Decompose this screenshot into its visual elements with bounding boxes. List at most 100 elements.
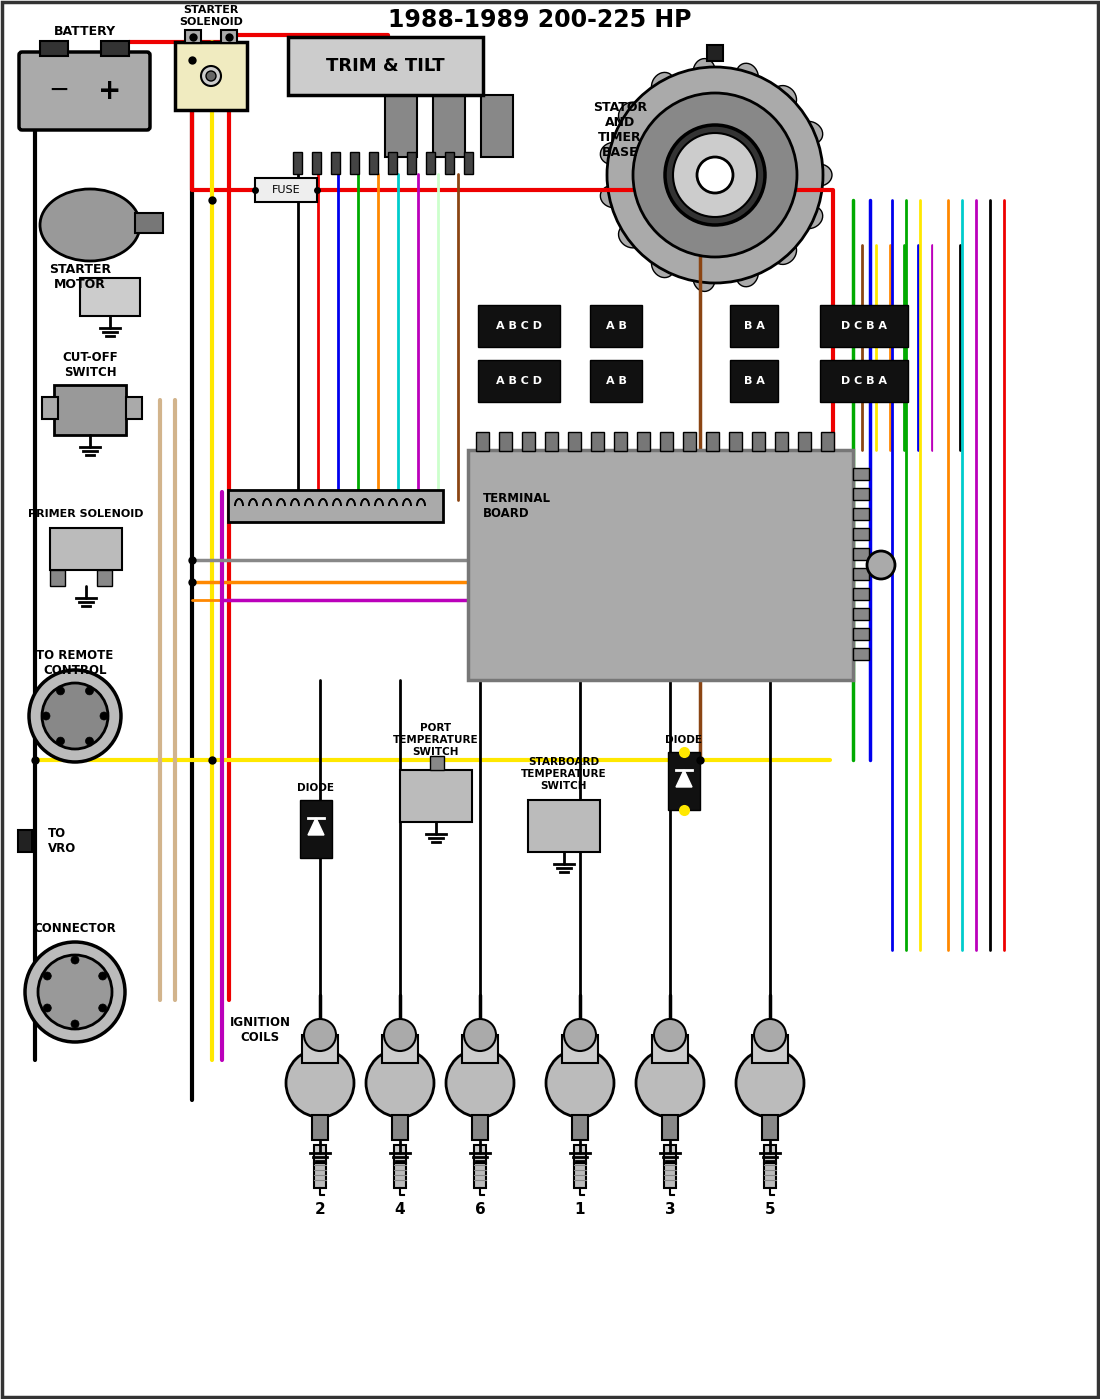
FancyBboxPatch shape — [574, 1163, 586, 1188]
FancyBboxPatch shape — [544, 432, 558, 450]
Ellipse shape — [601, 143, 626, 165]
FancyBboxPatch shape — [499, 432, 512, 450]
FancyBboxPatch shape — [562, 1035, 598, 1063]
Polygon shape — [308, 818, 324, 835]
Ellipse shape — [618, 224, 644, 248]
FancyBboxPatch shape — [568, 432, 581, 450]
Text: TO
VRO: TO VRO — [48, 827, 76, 855]
FancyBboxPatch shape — [664, 1144, 676, 1163]
FancyBboxPatch shape — [730, 305, 778, 347]
Circle shape — [636, 1049, 704, 1116]
FancyBboxPatch shape — [175, 42, 248, 111]
Ellipse shape — [651, 253, 674, 277]
Circle shape — [564, 1018, 596, 1051]
FancyBboxPatch shape — [729, 432, 743, 450]
FancyBboxPatch shape — [446, 152, 454, 173]
Ellipse shape — [693, 266, 715, 291]
Text: A B: A B — [606, 376, 626, 386]
Circle shape — [384, 1018, 416, 1051]
FancyBboxPatch shape — [852, 548, 869, 560]
FancyBboxPatch shape — [331, 152, 340, 173]
FancyBboxPatch shape — [652, 1035, 688, 1063]
FancyBboxPatch shape — [385, 95, 417, 157]
Text: A B C D: A B C D — [496, 320, 542, 332]
FancyBboxPatch shape — [852, 609, 869, 620]
FancyBboxPatch shape — [300, 800, 332, 858]
Text: PRIMER SOLENOID: PRIMER SOLENOID — [29, 509, 144, 519]
FancyBboxPatch shape — [430, 755, 444, 769]
Circle shape — [86, 737, 94, 746]
FancyBboxPatch shape — [312, 1115, 328, 1140]
FancyBboxPatch shape — [522, 432, 535, 450]
Text: STATOR
AND
TIMER
BASE: STATOR AND TIMER BASE — [593, 101, 647, 159]
Text: PORT
TEMPERATURE
SWITCH: PORT TEMPERATURE SWITCH — [393, 723, 478, 757]
FancyBboxPatch shape — [852, 488, 869, 499]
FancyBboxPatch shape — [54, 385, 126, 435]
Text: A B C D: A B C D — [496, 376, 542, 386]
Text: 3: 3 — [664, 1203, 675, 1217]
FancyBboxPatch shape — [762, 1115, 778, 1140]
FancyBboxPatch shape — [590, 305, 642, 347]
Circle shape — [99, 972, 107, 981]
Ellipse shape — [693, 59, 715, 84]
Text: FUSE: FUSE — [272, 185, 300, 194]
Ellipse shape — [798, 122, 823, 144]
Text: 4: 4 — [395, 1203, 405, 1217]
FancyBboxPatch shape — [730, 360, 778, 402]
FancyBboxPatch shape — [683, 432, 696, 450]
Ellipse shape — [806, 164, 832, 186]
FancyBboxPatch shape — [764, 1144, 776, 1163]
Circle shape — [754, 1018, 786, 1051]
FancyBboxPatch shape — [821, 432, 834, 450]
FancyBboxPatch shape — [706, 432, 719, 450]
FancyBboxPatch shape — [135, 213, 163, 234]
FancyBboxPatch shape — [852, 568, 869, 581]
Text: B A: B A — [744, 376, 764, 386]
FancyBboxPatch shape — [255, 178, 317, 201]
Circle shape — [56, 687, 65, 695]
Polygon shape — [676, 769, 692, 788]
FancyBboxPatch shape — [478, 360, 560, 402]
Ellipse shape — [736, 63, 758, 90]
FancyBboxPatch shape — [852, 628, 869, 639]
Text: TRIM & TILT: TRIM & TILT — [326, 57, 444, 76]
Circle shape — [867, 551, 895, 579]
Text: STARTER
SOLENOID: STARTER SOLENOID — [179, 6, 243, 27]
FancyBboxPatch shape — [40, 41, 68, 56]
Text: 1988-1989 200-225 HP: 1988-1989 200-225 HP — [388, 8, 692, 32]
FancyBboxPatch shape — [668, 753, 700, 810]
Text: STARBOARD
TEMPERATURE
SWITCH: STARBOARD TEMPERATURE SWITCH — [521, 757, 607, 790]
Circle shape — [464, 1018, 496, 1051]
FancyBboxPatch shape — [590, 360, 642, 402]
Text: ─: ─ — [52, 78, 66, 104]
Circle shape — [366, 1049, 434, 1116]
FancyBboxPatch shape — [19, 52, 150, 130]
FancyBboxPatch shape — [18, 830, 32, 852]
Text: 2: 2 — [315, 1203, 326, 1217]
FancyBboxPatch shape — [388, 152, 397, 173]
Circle shape — [100, 712, 108, 720]
Text: TERMINAL
BOARD: TERMINAL BOARD — [483, 492, 551, 520]
Text: STARTER
MOTOR: STARTER MOTOR — [48, 263, 111, 291]
Circle shape — [43, 972, 52, 981]
Circle shape — [201, 66, 221, 85]
FancyBboxPatch shape — [368, 152, 378, 173]
FancyBboxPatch shape — [852, 527, 869, 540]
FancyBboxPatch shape — [476, 432, 490, 450]
FancyBboxPatch shape — [50, 569, 65, 586]
FancyBboxPatch shape — [394, 1144, 406, 1163]
Circle shape — [72, 956, 79, 964]
FancyBboxPatch shape — [382, 1035, 418, 1063]
Text: 6: 6 — [474, 1203, 485, 1217]
FancyBboxPatch shape — [312, 152, 321, 173]
Circle shape — [666, 125, 764, 225]
FancyBboxPatch shape — [462, 1035, 498, 1063]
FancyBboxPatch shape — [293, 152, 303, 173]
Circle shape — [546, 1049, 614, 1116]
Text: +: + — [98, 77, 122, 105]
FancyBboxPatch shape — [478, 305, 560, 347]
Ellipse shape — [772, 241, 796, 264]
Circle shape — [286, 1049, 354, 1116]
Text: A B: A B — [606, 320, 626, 332]
Text: TO REMOTE
CONTROL: TO REMOTE CONTROL — [36, 649, 113, 677]
